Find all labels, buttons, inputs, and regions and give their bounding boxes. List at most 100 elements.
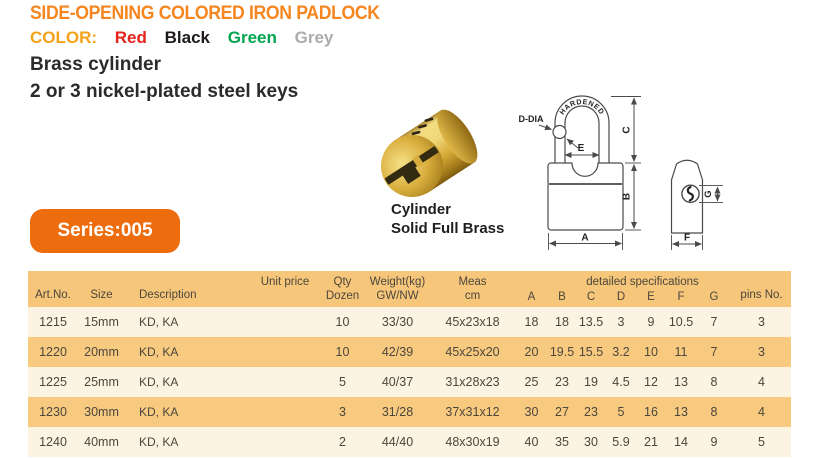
- spec-table: Art.No. Size Description Unit price Qty …: [28, 271, 792, 457]
- cell-unit-price: [250, 397, 320, 427]
- cell-weight: 40/37: [365, 367, 430, 397]
- column-header-d: D: [606, 290, 636, 307]
- color-label: COLOR:: [30, 28, 98, 47]
- cell-g: 7: [696, 307, 733, 337]
- cell-a: 20: [515, 337, 548, 367]
- column-header-c: C: [576, 290, 606, 307]
- cell-meas: 45x23x18: [430, 307, 515, 337]
- color-option-grey: Grey: [294, 28, 334, 47]
- cell-art-no: 1220: [28, 337, 78, 367]
- column-header-qty-dozen: Qty Dozen: [320, 271, 365, 307]
- column-header-size: Size: [78, 271, 125, 307]
- cell-a: 18: [515, 307, 548, 337]
- cell-a: 30: [515, 397, 548, 427]
- keyhole-squiggle: [686, 185, 694, 202]
- qty-line1: Qty: [333, 275, 352, 288]
- cell-size: 20mm: [78, 337, 125, 367]
- dim-e-label: E: [578, 143, 585, 154]
- cell-qty: 2: [320, 427, 365, 457]
- cell-weight: 44/40: [365, 427, 430, 457]
- cell-g: 7: [696, 337, 733, 367]
- dim-b-label: B: [622, 193, 633, 200]
- d-dia-label: D-DIA: [519, 114, 544, 124]
- table-row: 1220 20mm KD, KA 10 42/39 45x25x20 20 19…: [28, 337, 792, 367]
- color-options-line: COLOR: Red Black Green Grey: [30, 28, 346, 48]
- cell-b: 27: [548, 397, 576, 427]
- cell-e: 16: [636, 397, 666, 427]
- cell-f: 14: [666, 427, 696, 457]
- series-badge: Series:005: [30, 209, 180, 253]
- cylinder-image: [381, 109, 478, 208]
- qty-line2: Dozen: [325, 290, 360, 302]
- cell-meas: 37x31x12: [430, 397, 515, 427]
- column-header-b: B: [548, 290, 576, 307]
- column-header-e: E: [636, 290, 666, 307]
- cell-size: 30mm: [78, 397, 125, 427]
- cell-c: 23: [576, 397, 606, 427]
- meas-line1: Meas: [458, 275, 487, 288]
- cell-d: 5: [606, 397, 636, 427]
- padlock-front-diagram: [538, 95, 641, 250]
- d-dia-arrow: [566, 138, 579, 149]
- cell-description: KD, KA: [125, 307, 250, 337]
- d-dia-leader: [538, 124, 552, 131]
- cell-e: 10: [636, 337, 666, 367]
- cell-f: 10.5: [666, 307, 696, 337]
- dim-c-label: C: [622, 126, 633, 133]
- cell-a: 25: [515, 367, 548, 397]
- cell-e: 21: [636, 427, 666, 457]
- cell-unit-price: [250, 307, 320, 337]
- column-header-detailed-specifications: detailed specifications: [515, 271, 733, 290]
- cylinder-end-cap: [437, 109, 478, 164]
- cell-meas: 48x30x19: [430, 427, 515, 457]
- color-option-green: Green: [227, 28, 277, 47]
- cell-b: 23: [548, 367, 576, 397]
- cell-e: 9: [636, 307, 666, 337]
- product-title: SIDE-OPENING COLORED IRON PADLOCK: [30, 3, 380, 24]
- cell-description: KD, KA: [125, 397, 250, 427]
- table-row: 1215 15mm KD, KA 10 33/30 45x23x18 18 18…: [28, 307, 792, 337]
- cell-qty: 10: [320, 307, 365, 337]
- shackle-seat-notch: [571, 163, 599, 177]
- cell-f: 13: [666, 397, 696, 427]
- padlock-body: [547, 162, 624, 231]
- cell-f: 11: [666, 337, 696, 367]
- weight-line1: Weight(kg): [369, 275, 426, 288]
- cell-qty: 3: [320, 397, 365, 427]
- color-option-red: Red: [114, 28, 147, 47]
- cell-pins: 5: [732, 427, 792, 457]
- column-header-f: F: [666, 290, 696, 307]
- cell-b: 35: [548, 427, 576, 457]
- cell-pins: 3: [732, 337, 792, 367]
- column-header-unit-price: Unit price: [250, 271, 320, 307]
- cell-art-no: 1225: [28, 367, 78, 397]
- column-header-meas: Meas cm: [430, 271, 515, 307]
- shackle-diameter-circle: [552, 124, 567, 140]
- table-row: 1225 25mm KD, KA 5 40/37 31x28x23 25 23 …: [28, 367, 792, 397]
- cell-b: 19.5: [548, 337, 576, 367]
- cell-g: 8: [696, 367, 733, 397]
- cell-e: 12: [636, 367, 666, 397]
- column-header-description: Description: [125, 271, 250, 307]
- dim-f-label: F: [684, 233, 690, 244]
- cell-c: 15.5: [576, 337, 606, 367]
- meas-line2: cm: [464, 290, 481, 302]
- cell-art-no: 1215: [28, 307, 78, 337]
- table-row: 1240 40mm KD, KA 2 44/40 48x30x19 40 35 …: [28, 427, 792, 457]
- cell-weight: 42/39: [365, 337, 430, 367]
- cell-size: 25mm: [78, 367, 125, 397]
- cell-d: 4.5: [606, 367, 636, 397]
- cell-size: 15mm: [78, 307, 125, 337]
- shackle: [554, 95, 610, 167]
- column-header-weight: Weight(kg) GW/NW: [365, 271, 430, 307]
- cell-c: 30: [576, 427, 606, 457]
- cell-weight: 33/30: [365, 307, 430, 337]
- cell-pins: 4: [732, 367, 792, 397]
- cell-pins: 4: [732, 397, 792, 427]
- cell-pins: 3: [732, 307, 792, 337]
- cell-meas: 45x25x20: [430, 337, 515, 367]
- cell-qty: 5: [320, 367, 365, 397]
- cell-meas: 31x28x23: [430, 367, 515, 397]
- cell-size: 40mm: [78, 427, 125, 457]
